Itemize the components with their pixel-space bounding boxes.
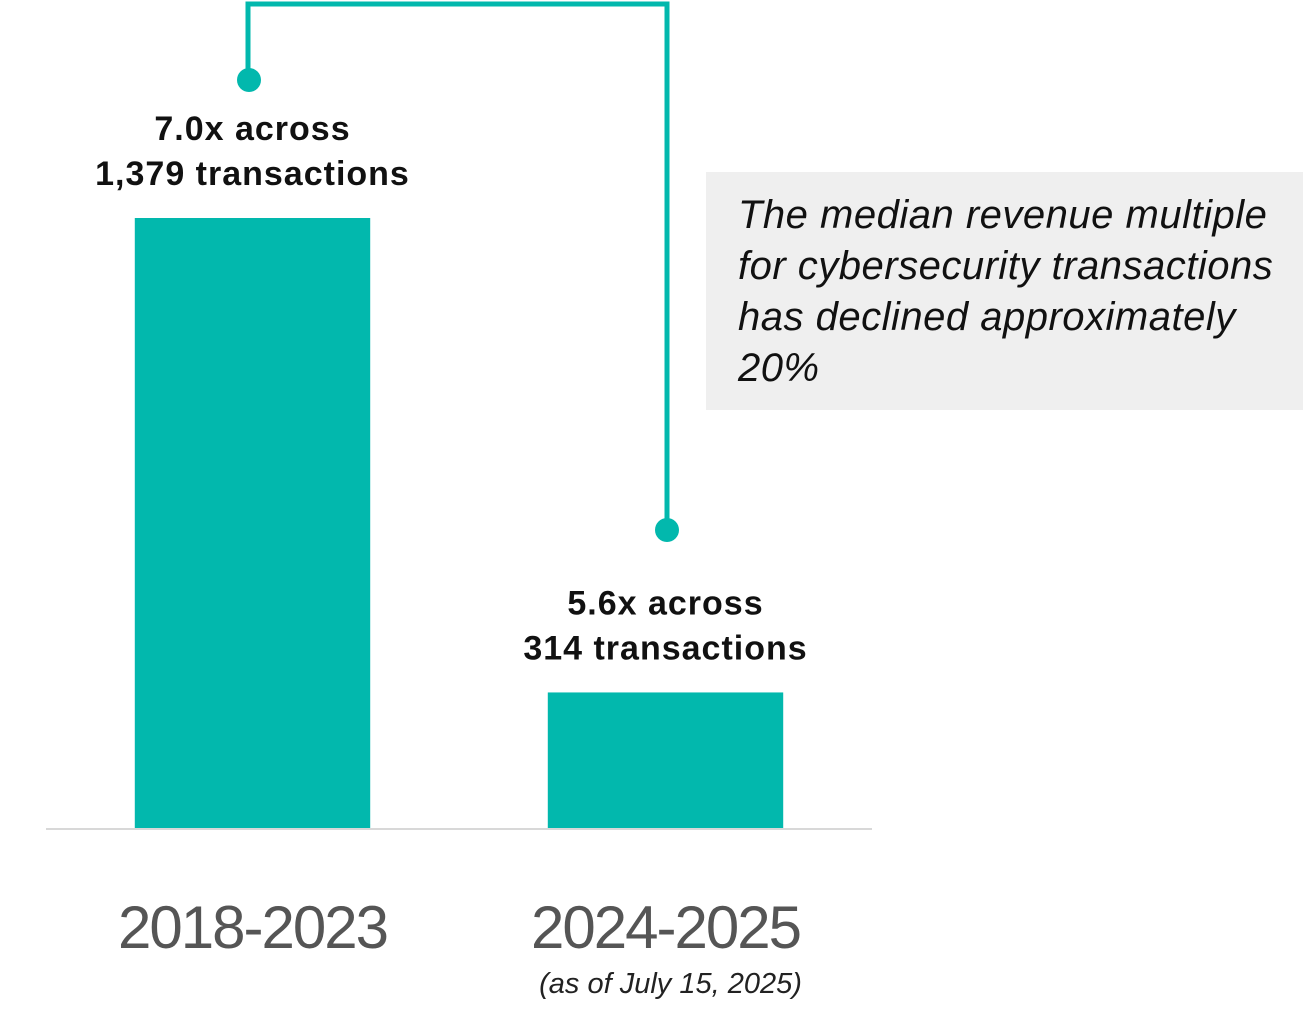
x-tick-label: 2024-2025 bbox=[531, 894, 800, 961]
connector-dot bbox=[655, 518, 679, 542]
bar bbox=[547, 692, 784, 828]
value-label: 7.0x across bbox=[154, 110, 350, 148]
x-tick-label: 2018-2023 bbox=[118, 894, 387, 961]
transaction-label: 1,379 transactions bbox=[95, 155, 410, 193]
value-label: 5.6x across bbox=[567, 584, 763, 622]
category-note: (as of July 15, 2025) bbox=[539, 968, 802, 1000]
transaction-label: 314 transactions bbox=[523, 629, 807, 667]
annotation: The median revenue multiple for cybersec… bbox=[706, 172, 1303, 410]
bar bbox=[134, 218, 371, 828]
connector-dot bbox=[237, 68, 261, 92]
connector bbox=[245, 1, 670, 530]
